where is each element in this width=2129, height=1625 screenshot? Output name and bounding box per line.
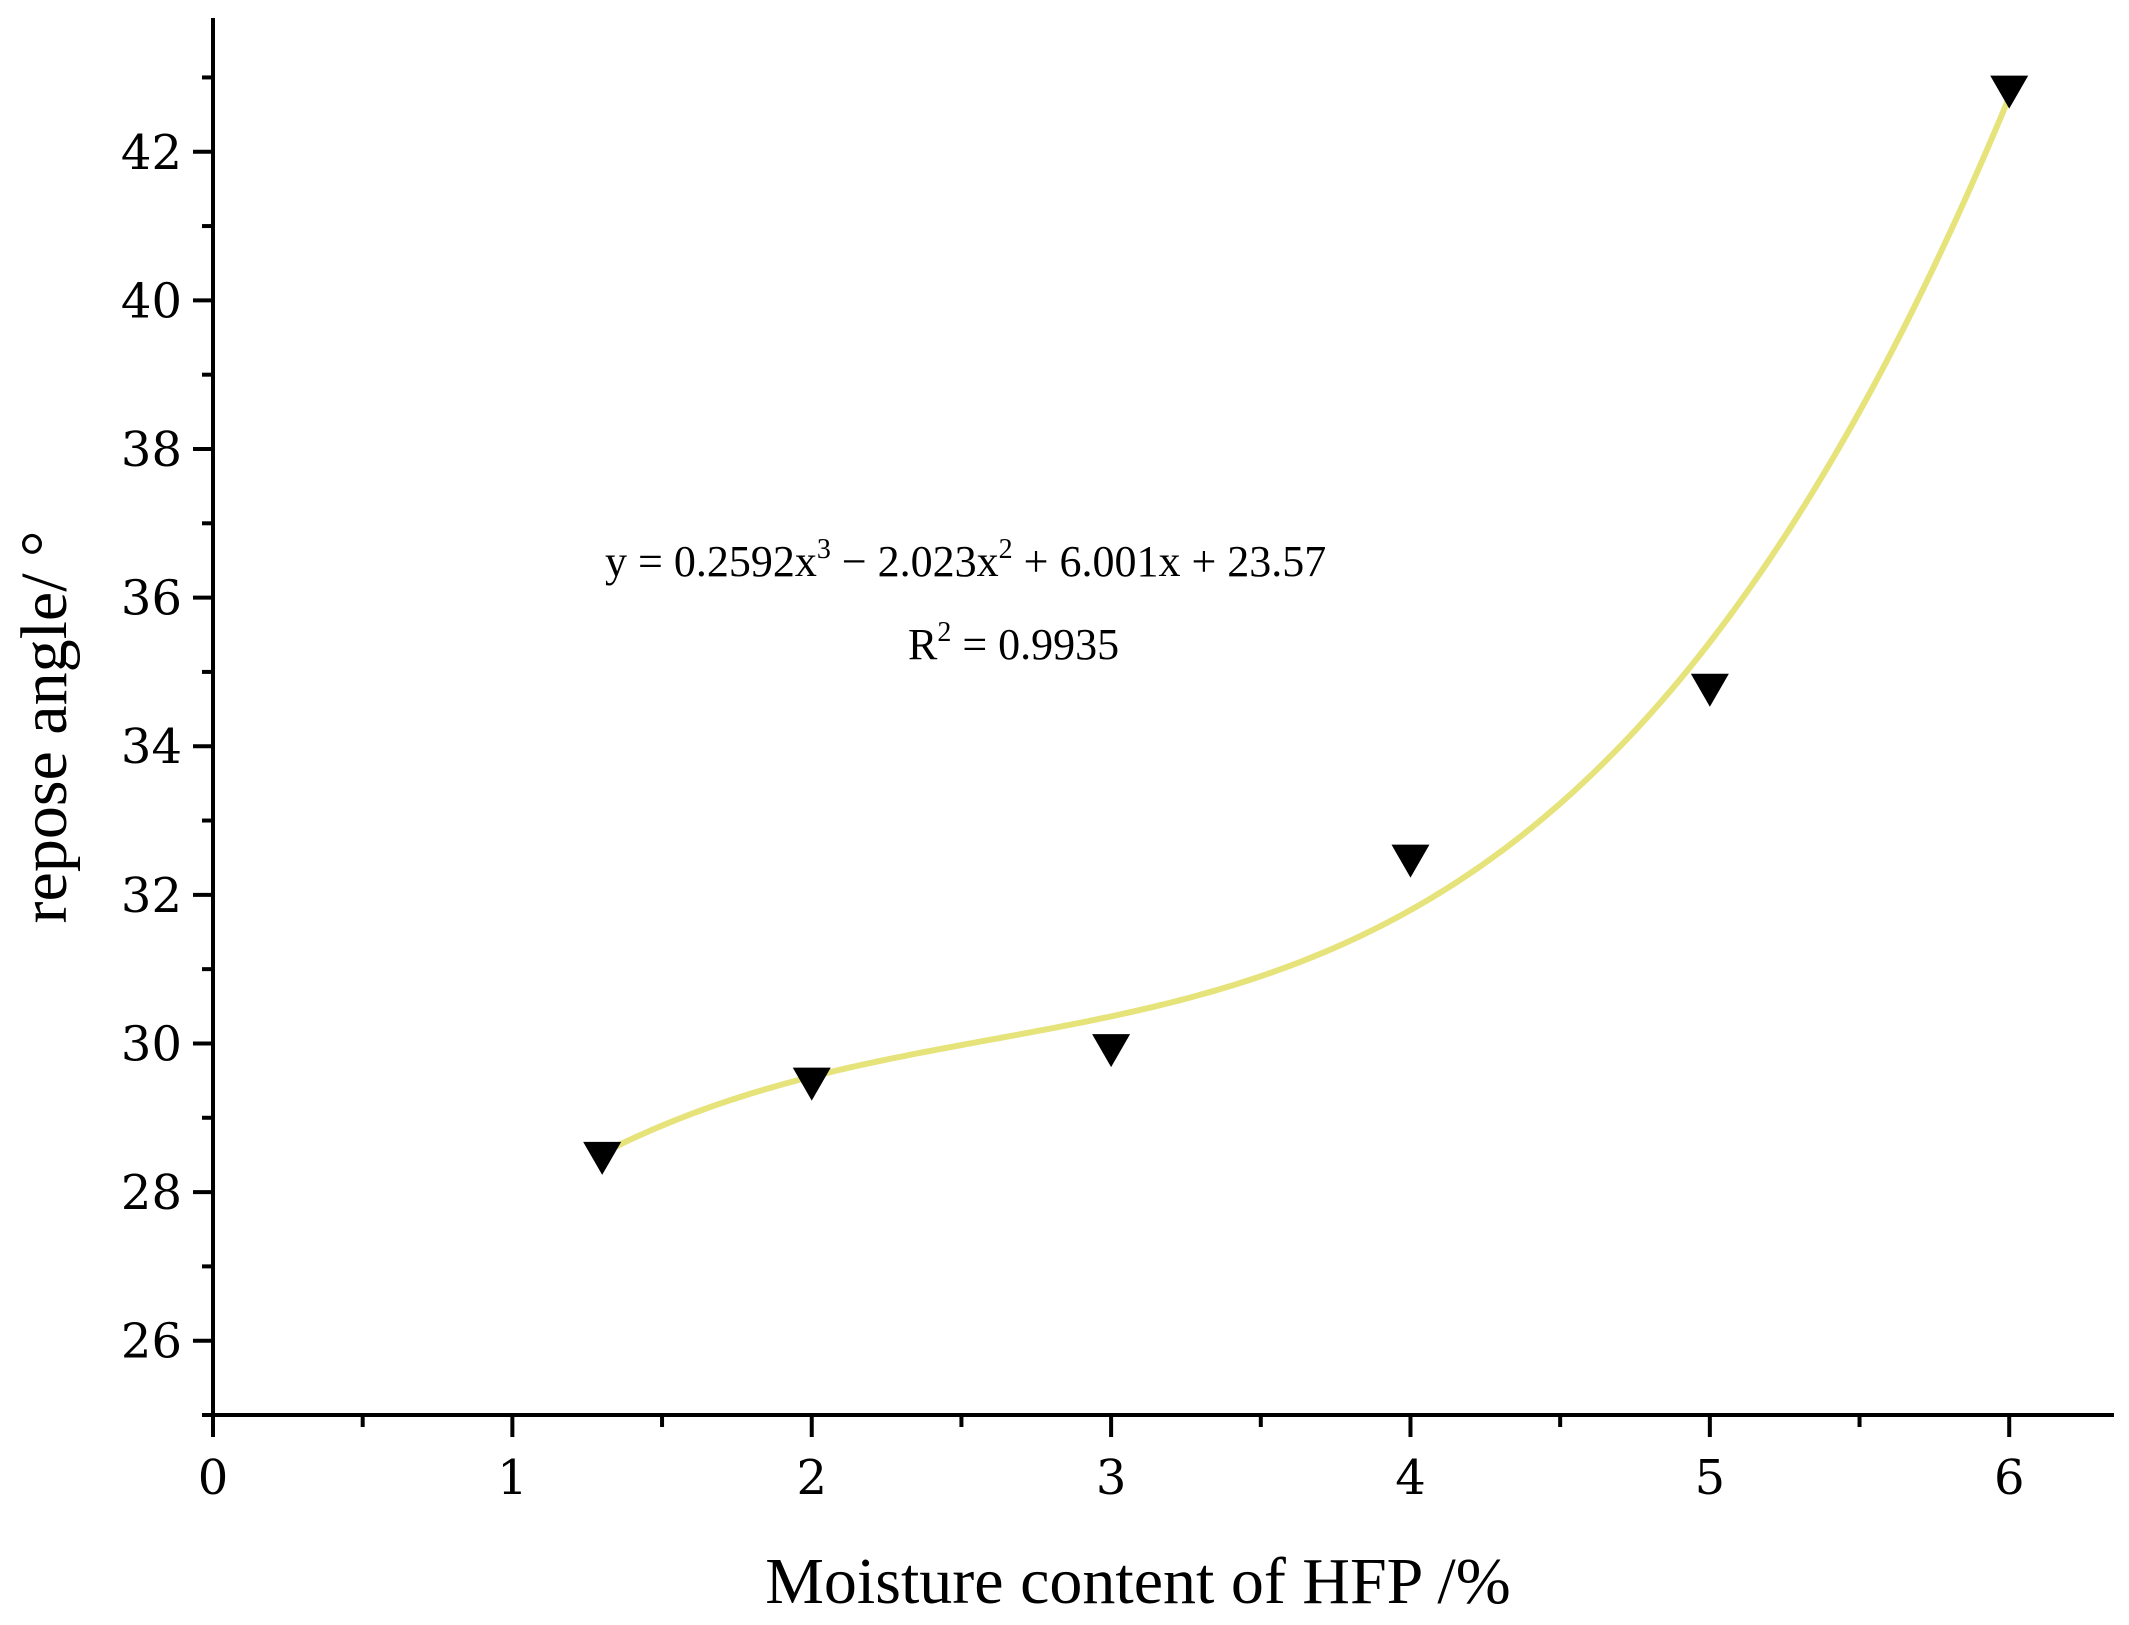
data-point — [1391, 844, 1430, 878]
r-squared: R2 = 0.9935 — [908, 617, 1119, 669]
data-point — [1990, 75, 2029, 109]
data-points — [583, 75, 2029, 1175]
y-tick-label: 36 — [121, 571, 182, 627]
y-tick-label: 28 — [121, 1165, 182, 1221]
y-tick-label: 38 — [121, 422, 182, 478]
data-point — [792, 1067, 831, 1101]
y-tick-label: 32 — [121, 868, 182, 924]
y-tick-label: 30 — [121, 1016, 182, 1072]
data-point — [583, 1141, 622, 1175]
data-point — [1092, 1034, 1131, 1068]
x-tick-label: 0 — [198, 1450, 229, 1506]
x-tick-label: 5 — [1695, 1450, 1726, 1506]
y-tick-label: 34 — [121, 719, 182, 775]
data-point — [1690, 673, 1729, 707]
y-tick-label: 40 — [121, 273, 182, 329]
fit-equation: y = 0.2592x3 − 2.023x2 + 6.001x + 23.57 — [605, 534, 1326, 586]
axes — [211, 18, 2114, 1417]
y-tick-label: 26 — [121, 1314, 182, 1370]
fit-curve — [599, 94, 2013, 1157]
x-axis-title: Moisture content of HFP /% — [765, 1545, 1511, 1618]
x-tick-label: 4 — [1395, 1450, 1426, 1506]
x-tick-label: 1 — [497, 1450, 528, 1506]
x-tick-label: 3 — [1096, 1450, 1127, 1506]
x-tick-label: 6 — [1994, 1450, 2025, 1506]
fit-curve-group — [599, 94, 2013, 1157]
x-tick-label: 2 — [796, 1450, 827, 1506]
y-tick-label: 42 — [121, 125, 182, 181]
y-axis-title: repose angle/ ° — [8, 531, 81, 924]
